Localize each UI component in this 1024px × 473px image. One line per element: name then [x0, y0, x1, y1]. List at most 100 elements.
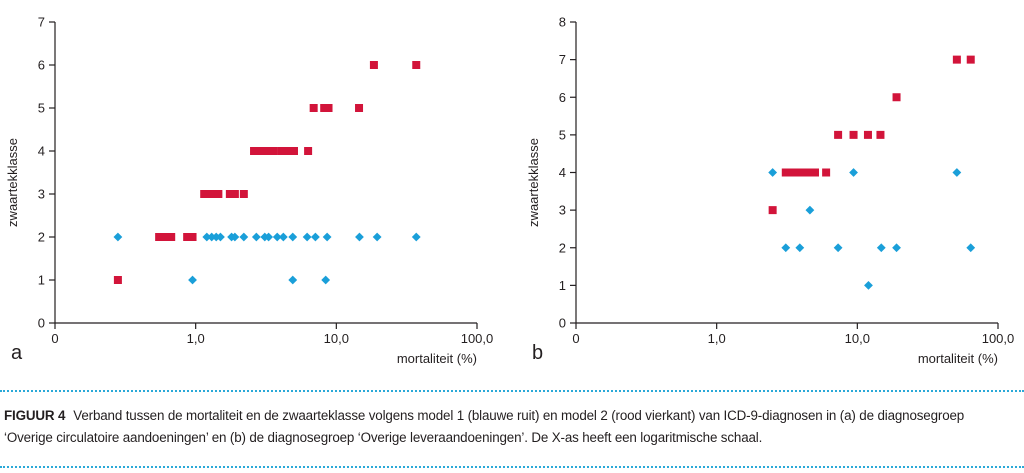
data-point-diamond: [321, 275, 331, 285]
y-tick-label: 2: [559, 240, 566, 255]
panel-label: a: [11, 342, 23, 364]
data-point-diamond: [216, 232, 225, 242]
data-point-square: [781, 168, 790, 177]
x-tick-label: 1,0: [187, 331, 205, 346]
data-point-square: [214, 190, 223, 198]
data-point-square: [256, 147, 265, 155]
data-point-diamond: [251, 232, 261, 242]
x-tick-label: 100,0: [982, 331, 1015, 346]
x-tick-label: 1,0: [708, 331, 726, 346]
y-tick-label: 8: [559, 15, 566, 30]
data-point-diamond: [805, 205, 815, 215]
x-tick-label: 0: [572, 331, 579, 346]
data-point-square: [834, 130, 843, 139]
data-point-square: [283, 147, 292, 155]
data-point-square: [200, 190, 209, 198]
data-point-square: [277, 147, 286, 155]
data-point-diamond: [113, 232, 123, 242]
data-point-diamond: [411, 232, 421, 242]
data-point-square: [183, 233, 192, 241]
data-point-square: [412, 61, 421, 69]
figure-caption: FIGUUR 4 Verband tussen de mortaliteit en…: [4, 405, 1014, 449]
data-point-square: [787, 168, 796, 177]
chart-panel-b: 0 1 2 3 4 5 6 7 8 0 1,0 10,0 100,0 mortaliteit (%) zwa…: [526, 15, 1014, 367]
chart-panel-a: 0 1 2 3 4 5 6 7 0 1,0 10,0 100,0 mortaliteit (%) zwaa…: [5, 15, 493, 367]
y-tick-label: 6: [559, 90, 566, 105]
data-point-square: [849, 130, 858, 139]
data-point-square: [324, 104, 333, 112]
data-point-diamond: [966, 243, 976, 253]
x-tick-label: 10,0: [845, 331, 870, 346]
data-point-square: [792, 168, 801, 177]
data-point-square: [801, 168, 810, 177]
data-point-square: [239, 190, 248, 198]
data-point-diamond: [202, 232, 212, 242]
data-point-square: [289, 147, 298, 155]
y-tick-label: 2: [38, 230, 45, 245]
data-point-diamond: [795, 243, 805, 253]
y-tick-label: 0: [38, 316, 45, 331]
data-point-square: [320, 104, 329, 112]
data-point-square: [966, 55, 975, 64]
figure-charts: 0 1 2 3 4 5 6 7 0 1,0 10,0 100,0 mortaliteit (%) zwaa…: [5, 15, 1014, 367]
data-point-diamond: [302, 232, 312, 242]
data-point-square: [369, 61, 378, 69]
data-point-diamond: [311, 232, 320, 242]
data-point-diamond: [288, 275, 298, 285]
y-tick-label: 3: [559, 203, 566, 218]
y-tick-label: 7: [38, 15, 45, 30]
x-tick-label: 0: [51, 331, 58, 346]
y-tick-label: 4: [559, 165, 566, 180]
data-point-diamond: [892, 243, 901, 253]
data-point-diamond: [355, 232, 364, 242]
data-point-square: [805, 168, 814, 177]
data-point-square: [892, 93, 901, 102]
data-point-square: [863, 130, 872, 139]
y-tick-label: 0: [559, 316, 566, 331]
data-point-square: [304, 147, 313, 155]
data-point-square: [309, 104, 318, 112]
y-tick-label: 1: [559, 278, 566, 293]
data-point-diamond: [207, 232, 217, 242]
data-point-diamond: [876, 243, 886, 253]
data-point-square: [113, 276, 122, 284]
data-point-square: [768, 206, 777, 215]
data-point-square: [262, 147, 271, 155]
data-point-diamond: [864, 280, 873, 290]
panel-label: b: [532, 342, 543, 364]
y-tick-label: 4: [38, 144, 45, 159]
data-point-square: [269, 147, 278, 155]
data-point-diamond: [849, 168, 858, 177]
x-tick-label: 10,0: [324, 331, 349, 346]
data-point-diamond: [833, 243, 843, 253]
data-point-square: [797, 168, 806, 177]
caption-label: FIGUUR 4: [4, 408, 66, 423]
data-point-square: [188, 233, 197, 241]
data-point-diamond: [781, 243, 791, 253]
caption-bottom-divider: [0, 466, 1024, 468]
data-point-square: [155, 233, 164, 241]
x-axis-title: mortaliteit (%): [397, 351, 477, 366]
data-point-square: [952, 55, 961, 64]
data-point-diamond: [278, 232, 288, 242]
data-point-square: [822, 168, 831, 177]
y-tick-label: 5: [559, 127, 566, 142]
data-point-diamond: [239, 232, 249, 242]
data-point-square: [207, 190, 216, 198]
y-tick-label: 5: [38, 101, 45, 116]
y-axis-title: zwaartekklasse: [5, 138, 20, 227]
caption-text: Verband tussen de mortaliteit en de zwaa…: [4, 408, 965, 445]
y-tick-label: 1: [38, 273, 45, 288]
x-axis-title: mortaliteit (%): [918, 351, 998, 366]
data-point-square: [355, 104, 364, 112]
x-tick-label: 100,0: [461, 331, 494, 346]
data-point-diamond: [768, 168, 778, 177]
data-point-square: [225, 190, 234, 198]
data-point-square: [160, 233, 169, 241]
data-point-diamond: [188, 275, 197, 285]
y-tick-label: 7: [559, 52, 566, 67]
data-point-square: [230, 190, 239, 198]
data-point-diamond: [288, 232, 298, 242]
y-tick-label: 6: [38, 58, 45, 73]
data-point-diamond: [230, 232, 240, 242]
